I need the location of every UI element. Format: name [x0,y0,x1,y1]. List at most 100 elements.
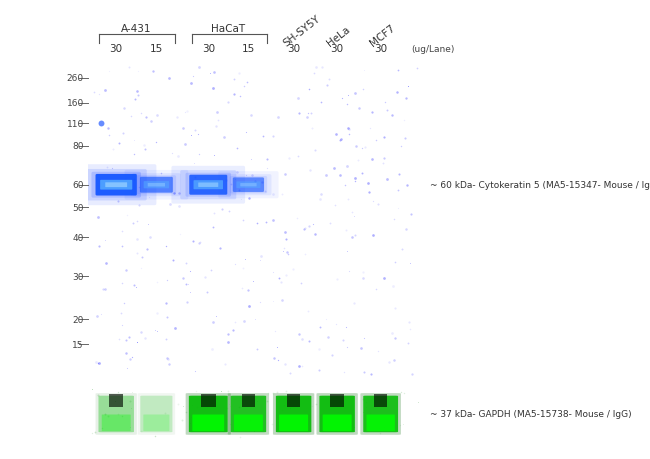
Point [359,334,369,341]
Text: 80: 80 [72,142,84,151]
Point [370,137,381,145]
Point [230,319,240,326]
FancyBboxPatch shape [229,177,267,194]
Point [276,190,287,198]
Point [389,357,400,364]
Point [382,176,393,183]
Point [294,330,304,338]
Point [122,212,132,219]
FancyBboxPatch shape [317,393,358,435]
Point [152,310,162,317]
Point [142,246,152,253]
Point [305,167,315,174]
Point [263,390,273,397]
Point [223,388,233,395]
Point [126,404,136,411]
Point [344,126,354,133]
Point [309,71,320,78]
Point [233,70,244,77]
Point [397,246,408,253]
Point [170,325,180,332]
Point [369,232,379,240]
Text: 30: 30 [110,44,123,54]
Point [221,177,231,184]
Point [114,140,124,147]
Point [213,118,224,125]
Point [125,424,135,431]
Point [178,125,188,132]
Point [268,354,279,362]
Text: 15: 15 [72,340,84,349]
Point [132,250,142,257]
FancyBboxPatch shape [96,393,137,435]
Point [209,152,219,159]
Point [140,146,151,153]
Point [283,251,293,258]
Point [356,345,366,352]
FancyBboxPatch shape [240,184,257,187]
Point [330,202,341,209]
Point [370,286,381,294]
Point [172,400,183,408]
Point [358,408,369,415]
Point [190,367,200,375]
Point [287,414,297,421]
Point [311,64,321,72]
Point [273,357,283,364]
Point [396,143,407,151]
Point [274,393,285,400]
Point [316,190,326,198]
Point [357,145,367,152]
Point [94,243,104,250]
Point [105,185,116,192]
Point [198,392,208,399]
Point [403,340,413,347]
Point [343,268,354,275]
Point [399,135,410,142]
Point [408,370,418,378]
Point [328,165,339,173]
Point [261,397,272,405]
Point [129,282,140,289]
Point [261,219,271,226]
Point [363,180,373,188]
Point [156,170,166,177]
Point [100,410,110,418]
Point [384,359,395,366]
Point [181,108,192,115]
Point [185,288,195,296]
Point [188,73,198,80]
Point [224,420,235,428]
Point [118,130,128,138]
Point [292,153,303,161]
Point [367,198,378,205]
Point [209,69,219,77]
Point [400,95,411,103]
Point [92,392,103,399]
Point [349,423,359,431]
FancyBboxPatch shape [276,396,311,432]
Point [365,125,376,132]
Point [399,389,410,397]
Point [87,386,98,393]
Point [393,67,404,74]
Point [359,144,370,151]
Point [268,133,278,140]
Point [398,117,409,124]
Point [136,328,147,336]
Point [378,160,389,168]
Text: 30: 30 [202,44,214,54]
Point [102,164,112,171]
Point [307,403,317,410]
Point [118,300,129,307]
Point [386,112,396,120]
Point [146,118,156,126]
Point [354,105,364,112]
Point [255,299,265,306]
Point [281,249,292,257]
Point [250,395,261,403]
Point [139,142,150,150]
FancyBboxPatch shape [136,176,176,195]
Point [239,317,250,325]
Point [392,89,402,96]
